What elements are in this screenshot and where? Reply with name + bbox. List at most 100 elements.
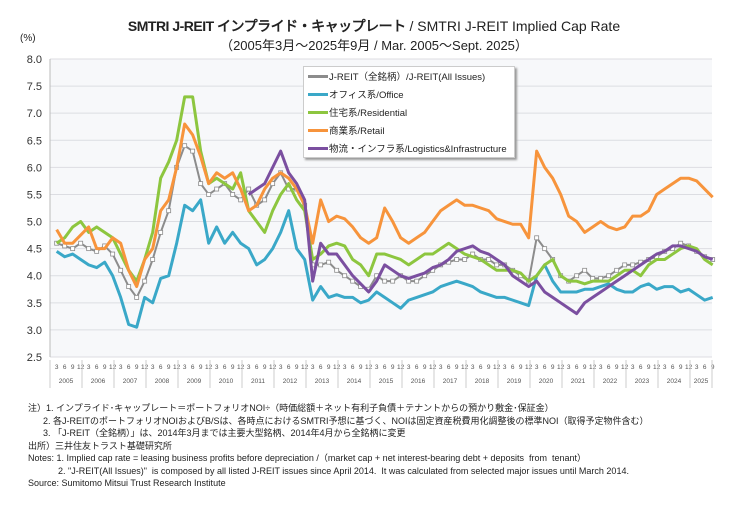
x-month-tick: 9 (103, 364, 107, 371)
x-month-tick: 6 (671, 364, 675, 371)
x-month-tick: 3 (375, 364, 379, 371)
legend-label: 商業系/Retail (329, 126, 385, 137)
x-month-tick: 9 (423, 364, 427, 371)
data-point (622, 262, 628, 268)
x-month-tick: 9 (583, 364, 587, 371)
legend-swatch (308, 110, 328, 114)
data-point (214, 186, 220, 192)
data-point (534, 235, 540, 241)
data-point (454, 257, 460, 262)
data-point (486, 257, 492, 262)
x-month-tick: 12 (653, 364, 661, 371)
legend-item-logistics: 物流・インフラ系/Logistics&Infrastructure (304, 139, 514, 157)
x-year-label: 2018 (475, 378, 490, 385)
y-axis-unit: (%) (20, 33, 36, 44)
x-month-tick: 6 (223, 364, 227, 371)
data-point (198, 181, 204, 187)
legend-item-residential: 住宅系/Residential (304, 103, 514, 121)
x-month-tick: 3 (503, 364, 507, 371)
x-month-tick: 12 (77, 364, 85, 371)
x-month-tick: 9 (263, 364, 267, 371)
series-line-3 (55, 122, 714, 289)
x-month-tick: 12 (461, 364, 469, 371)
note-line: Notes: 1. Implied cap rate = leasing bus… (28, 453, 587, 463)
x-month-tick: 6 (95, 364, 99, 371)
data-point (230, 192, 236, 197)
data-point (414, 278, 420, 284)
data-point (462, 257, 468, 262)
x-month-tick: 9 (455, 364, 459, 371)
data-point (606, 273, 612, 279)
data-point (630, 262, 636, 268)
x-month-tick: 9 (231, 364, 235, 371)
data-point (126, 284, 132, 289)
data-point (342, 273, 348, 279)
x-month-tick: 3 (247, 364, 251, 371)
x-year-label: 2025 (694, 378, 709, 385)
y-tick-label: 3.5 (27, 298, 42, 310)
data-point (182, 143, 188, 149)
x-month-tick: 3 (343, 364, 347, 371)
legend-item-all: J-REIT（全銘柄）/J-REIT(All Issues) (304, 67, 514, 85)
data-point (542, 246, 548, 252)
x-month-tick: 6 (287, 364, 291, 371)
legend: J-REIT（全銘柄）/J-REIT(All Issues) オフィス系/Off… (303, 66, 515, 158)
y-tick-label: 5.0 (27, 217, 42, 229)
x-month-tick: 9 (135, 364, 139, 371)
data-point (158, 229, 164, 235)
x-year-label: 2017 (443, 378, 458, 385)
x-month-tick: 12 (205, 364, 213, 371)
x-year-label: 2021 (571, 378, 586, 385)
x-year-label: 2011 (251, 378, 265, 385)
x-month-tick: 3 (567, 364, 571, 371)
x-month-tick: 9 (199, 364, 203, 371)
x-month-tick: 12 (333, 364, 341, 371)
x-month-tick: 9 (167, 364, 171, 371)
x-month-tick: 9 (615, 364, 619, 371)
data-point (110, 251, 116, 257)
x-month-tick: 3 (439, 364, 443, 371)
x-month-tick: 12 (557, 364, 565, 371)
x-month-tick: 12 (397, 364, 405, 371)
data-point (150, 257, 156, 262)
data-point (190, 148, 196, 154)
x-year-label: 2006 (91, 378, 106, 385)
data-point (318, 262, 324, 268)
series-line-1 (55, 198, 714, 329)
legend-label: オフィス系/Office (329, 90, 404, 101)
legend-label: 住宅系/Residential (329, 108, 408, 119)
x-month-tick: 9 (519, 364, 523, 371)
x-month-tick: 12 (141, 364, 149, 371)
y-tick-label: 4.0 (27, 271, 42, 283)
y-tick-label: 3.0 (27, 325, 42, 337)
y-tick-label: 2.5 (27, 352, 42, 364)
x-month-tick: 6 (575, 364, 579, 371)
note-line: 3. 「J-REIT（全銘柄）」は、2014年3月までは主要大型銘柄、2014年… (28, 428, 406, 438)
x-month-tick: 12 (237, 364, 245, 371)
data-point (238, 197, 244, 203)
x-year-label: 2014 (347, 378, 362, 385)
x-month-tick: 6 (319, 364, 323, 371)
data-point (206, 192, 212, 197)
note-line: Source: Sumitomo Mitsui Trust Research I… (28, 478, 226, 488)
x-month-tick: 6 (63, 364, 67, 371)
note-line: 2. "J-REIT(All Issues)" is composed by a… (28, 465, 629, 476)
data-point (390, 278, 396, 284)
chart-svg: 2.53.03.54.04.55.05.56.06.57.07.58.03 6 9 1… (27, 54, 716, 388)
note-line: 2. 各J-REITのポートフォリオNOIおよびB/Sは、各時点におけるSMTR… (28, 415, 649, 426)
x-month-tick: 3 (311, 364, 315, 371)
x-month-tick: 3 (599, 364, 603, 371)
x-month-tick: 3 (471, 364, 475, 371)
x-month-tick: 6 (159, 364, 163, 371)
x-month-tick: 3 (55, 364, 59, 371)
data-point (326, 259, 332, 265)
x-month-tick: 12 (301, 364, 309, 371)
x-month-tick: 6 (383, 364, 387, 371)
x-year-label: 2016 (411, 378, 426, 385)
y-tick-label: 7.5 (27, 81, 42, 93)
series-line-2 (55, 95, 714, 286)
data-point (78, 240, 84, 246)
x-year-label: 2007 (123, 378, 138, 385)
x-month-tick: 3 (695, 364, 699, 371)
